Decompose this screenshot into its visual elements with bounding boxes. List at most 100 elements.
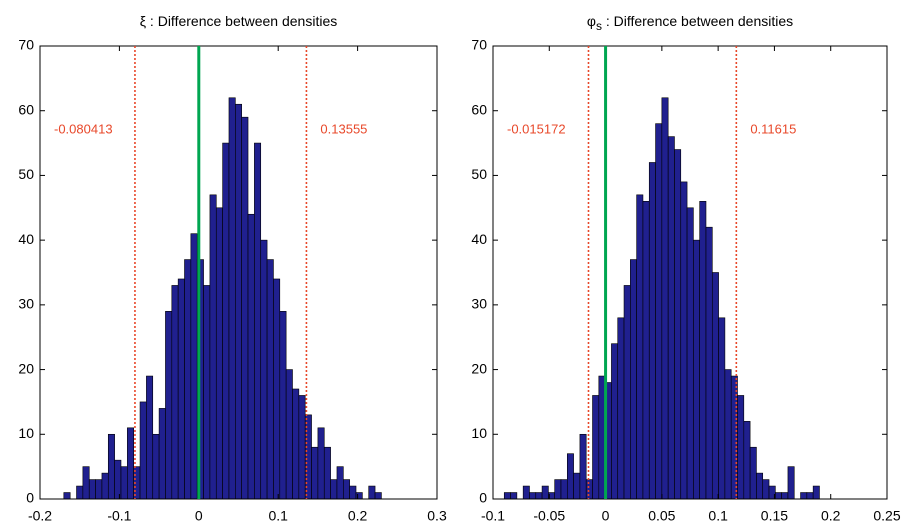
bar: [254, 142, 262, 500]
axes-box: [39, 45, 438, 500]
bar: [743, 421, 751, 500]
bar: [171, 285, 179, 500]
bar: [107, 433, 115, 500]
bar: [661, 97, 669, 500]
bar: [82, 466, 90, 500]
bar: [749, 446, 757, 500]
bar: [585, 479, 593, 500]
title-symbol: φ: [587, 13, 596, 29]
bar: [623, 285, 631, 500]
bar: [76, 485, 84, 500]
title-subscript: s: [596, 19, 602, 33]
bar: [165, 311, 173, 500]
bar: [298, 395, 306, 500]
bar: [611, 343, 619, 500]
x-tick-label: 0.3: [427, 508, 447, 524]
x-tick-label: -0.1: [107, 508, 131, 524]
x-tick-label: 0.1: [268, 508, 288, 524]
title-text: : Difference between densities: [602, 13, 793, 29]
bar: [285, 369, 293, 500]
axes-box: [492, 45, 888, 500]
bar: [146, 375, 154, 500]
y-tick-label: 10: [471, 425, 487, 441]
title-text: : Difference between densities: [146, 13, 337, 29]
y-tick-label: 60: [471, 101, 487, 117]
y-tick-label: 40: [471, 231, 487, 247]
y-tick-label: 20: [471, 360, 487, 376]
bar: [724, 369, 732, 500]
bar: [120, 466, 128, 500]
bar: [228, 97, 236, 500]
bar: [648, 162, 656, 500]
bar: [699, 201, 707, 500]
bar: [781, 492, 789, 500]
bar: [343, 479, 350, 500]
bar: [190, 233, 198, 500]
bar: [215, 207, 223, 500]
bar: [579, 433, 587, 500]
x-tick-label: 0.15: [761, 508, 788, 524]
bar: [806, 492, 814, 500]
bar: [374, 492, 382, 500]
bar: [573, 472, 581, 500]
bar: [260, 239, 268, 500]
bar: [184, 259, 192, 500]
bar: [241, 116, 249, 500]
bar: [279, 311, 287, 500]
y-tick-label: 30: [18, 296, 34, 312]
bar: [693, 239, 700, 500]
x-tick-label: 0.1: [708, 508, 728, 524]
bar: [705, 226, 713, 500]
x-tick-label: 0.2: [348, 508, 368, 524]
bar: [266, 259, 274, 500]
bar: [718, 317, 726, 500]
bar: [139, 401, 147, 500]
bar: [317, 427, 325, 500]
bar: [355, 492, 363, 500]
bar: [292, 388, 300, 500]
bar: [209, 194, 217, 500]
bar: [655, 123, 663, 500]
bar: [177, 278, 185, 500]
bar: [686, 207, 694, 500]
bar: [158, 408, 166, 500]
bar: [737, 395, 745, 500]
bar: [101, 472, 109, 500]
bar: [535, 492, 543, 500]
bar: [812, 485, 820, 500]
chart-title: φs : Difference between densities: [587, 13, 793, 33]
y-tick-label: 60: [18, 101, 34, 117]
bar: [680, 181, 688, 500]
bar: [235, 103, 242, 500]
y-tick-label: 40: [18, 231, 34, 247]
bar: [323, 446, 331, 500]
bar: [88, 479, 96, 500]
bar: [152, 433, 160, 500]
bar: [273, 278, 281, 500]
x-tick-label: 0: [602, 508, 610, 524]
bar: [560, 479, 568, 500]
interval-label: 0.11615: [750, 122, 796, 137]
bar: [222, 142, 230, 500]
bar: [636, 194, 644, 500]
bar: [800, 492, 808, 500]
bar: [127, 427, 134, 500]
y-tick-label: 70: [471, 37, 487, 53]
bar: [247, 213, 255, 500]
bar: [203, 285, 211, 500]
chart-title: ξ : Difference between densities: [140, 13, 337, 29]
x-tick-label: -0.1: [481, 508, 505, 524]
bar: [529, 492, 537, 500]
y-tick-label: 20: [18, 360, 34, 376]
bar: [592, 395, 600, 500]
bar: [503, 492, 511, 500]
title-symbol: ξ: [140, 13, 146, 29]
x-tick-label: 0.2: [821, 508, 841, 524]
bar: [566, 453, 574, 500]
x-tick-label: 0.25: [873, 508, 900, 524]
interval-label: -0.080413: [54, 122, 113, 137]
bar: [510, 492, 518, 500]
bar: [114, 459, 122, 500]
x-tick-label: -0.2: [28, 508, 52, 524]
bar: [667, 136, 675, 500]
